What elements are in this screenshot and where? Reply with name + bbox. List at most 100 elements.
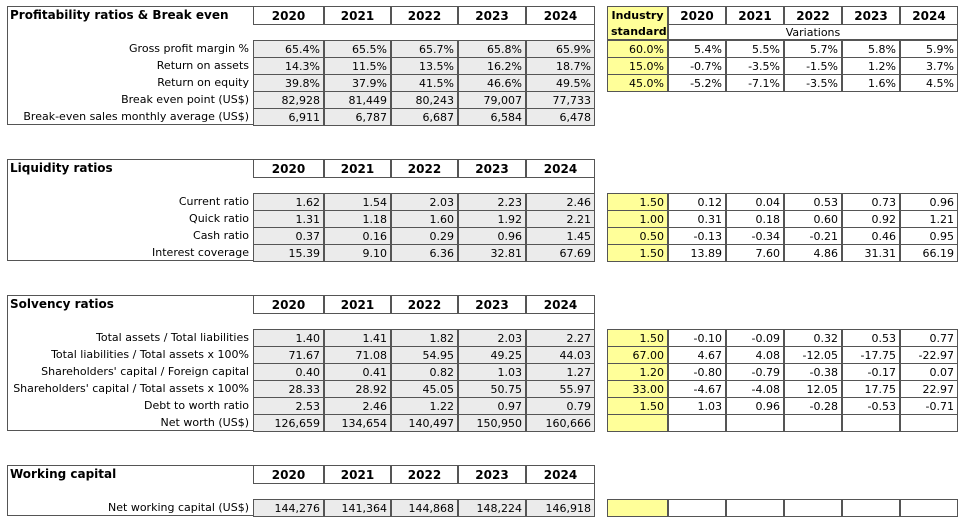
variation-cell: 0.53 xyxy=(842,329,900,347)
variation-cell: 4.86 xyxy=(784,244,842,262)
year-header: 2020 xyxy=(253,295,324,314)
value-cell: 80,243 xyxy=(391,91,458,109)
industry-header-line: standard xyxy=(611,25,667,38)
industry-standard-cell xyxy=(607,499,668,517)
variation-year-header: 2020 xyxy=(668,6,726,25)
value-cell: 0.82 xyxy=(391,363,458,381)
value-cell: 32.81 xyxy=(458,244,526,262)
variation-cell: -0.10 xyxy=(668,329,726,347)
variation-cell xyxy=(726,499,784,517)
variation-cell: -0.80 xyxy=(668,363,726,381)
variation-cell: -5.2% xyxy=(668,74,726,92)
year-header: 2024 xyxy=(526,6,595,25)
row-label: Return on assets xyxy=(156,59,249,72)
value-cell: 0.97 xyxy=(458,397,526,415)
year-header: 2022 xyxy=(391,6,458,25)
value-cell: 77,733 xyxy=(526,91,595,109)
value-cell: 49.25 xyxy=(458,346,526,364)
value-cell: 146,918 xyxy=(526,499,595,517)
value-cell: 1.62 xyxy=(253,193,324,211)
year-header: 2022 xyxy=(391,159,458,178)
variation-cell: 4.08 xyxy=(726,346,784,364)
value-cell: 6.36 xyxy=(391,244,458,262)
variation-year-header: 2022 xyxy=(784,6,842,25)
variation-cell: 5.5% xyxy=(726,40,784,58)
industry-standard-cell: 0.50 xyxy=(607,227,668,245)
value-cell: 15.39 xyxy=(253,244,324,262)
variation-cell: -22.97 xyxy=(900,346,958,364)
year-header: 2022 xyxy=(391,295,458,314)
variation-cell: -3.5% xyxy=(726,57,784,75)
value-cell: 2.46 xyxy=(526,193,595,211)
row-label: Current ratio xyxy=(178,195,249,208)
row-label: Shareholders' capital / Total assets x 1… xyxy=(13,382,249,395)
variation-cell: -0.17 xyxy=(842,363,900,381)
value-cell: 2.27 xyxy=(526,329,595,347)
value-cell: 46.6% xyxy=(458,74,526,92)
variation-cell: 0.53 xyxy=(784,193,842,211)
value-cell: 39.8% xyxy=(253,74,324,92)
value-cell: 1.41 xyxy=(324,329,391,347)
value-cell: 50.75 xyxy=(458,380,526,398)
year-header: 2023 xyxy=(458,465,526,484)
variation-cell: 0.73 xyxy=(842,193,900,211)
variation-cell: -1.5% xyxy=(784,57,842,75)
value-cell: 0.41 xyxy=(324,363,391,381)
year-header: 2021 xyxy=(324,159,391,178)
row-label: Net working capital (US$) xyxy=(108,501,249,514)
variation-cell: 5.4% xyxy=(668,40,726,58)
industry-standard-cell: 67.00 xyxy=(607,346,668,364)
year-header: 2021 xyxy=(324,6,391,25)
variation-cell: 3.7% xyxy=(900,57,958,75)
variation-cell xyxy=(900,414,958,432)
row-label: Interest coverage xyxy=(152,246,249,259)
value-cell: 6,584 xyxy=(458,108,526,126)
value-cell: 0.40 xyxy=(253,363,324,381)
variation-cell: 0.12 xyxy=(668,193,726,211)
year-header: 2024 xyxy=(526,159,595,178)
variation-cell: -7.1% xyxy=(726,74,784,92)
industry-standard-cell: 1.20 xyxy=(607,363,668,381)
value-cell: 1.22 xyxy=(391,397,458,415)
value-cell: 1.54 xyxy=(324,193,391,211)
year-header: 2024 xyxy=(526,295,595,314)
value-cell: 28.92 xyxy=(324,380,391,398)
value-cell: 0.96 xyxy=(458,227,526,245)
variation-cell: 7.60 xyxy=(726,244,784,262)
value-cell: 41.5% xyxy=(391,74,458,92)
value-cell: 49.5% xyxy=(526,74,595,92)
value-cell: 1.40 xyxy=(253,329,324,347)
industry-standard-cell: 1.50 xyxy=(607,397,668,415)
row-label: Shareholders' capital / Foreign capital xyxy=(41,365,249,378)
value-cell: 160,666 xyxy=(526,414,595,432)
value-cell: 65.7% xyxy=(391,40,458,58)
value-cell: 11.5% xyxy=(324,57,391,75)
variation-cell: 0.04 xyxy=(726,193,784,211)
variation-cell: 13.89 xyxy=(668,244,726,262)
variation-cell: 1.03 xyxy=(668,397,726,415)
value-cell: 2.46 xyxy=(324,397,391,415)
variation-cell: 5.9% xyxy=(900,40,958,58)
industry-standard-cell: 1.50 xyxy=(607,244,668,262)
value-cell: 144,868 xyxy=(391,499,458,517)
variation-cell: 0.95 xyxy=(900,227,958,245)
industry-standard-cell: 33.00 xyxy=(607,380,668,398)
variation-year-header: 2023 xyxy=(842,6,900,25)
value-cell: 144,276 xyxy=(253,499,324,517)
year-header: 2023 xyxy=(458,159,526,178)
value-cell: 6,787 xyxy=(324,108,391,126)
year-header: 2021 xyxy=(324,295,391,314)
variation-cell xyxy=(842,499,900,517)
year-header: 2020 xyxy=(253,6,324,25)
value-cell: 1.27 xyxy=(526,363,595,381)
row-label: Gross profit margin % xyxy=(129,42,249,55)
variation-cell xyxy=(842,414,900,432)
year-header: 2024 xyxy=(526,465,595,484)
value-cell: 2.03 xyxy=(458,329,526,347)
industry-header-line: Industry xyxy=(611,9,664,22)
variation-cell: 0.77 xyxy=(900,329,958,347)
row-label: Net worth (US$) xyxy=(160,416,249,429)
industry-standard-header: Industry standard xyxy=(607,6,668,40)
variation-cell: 0.60 xyxy=(784,210,842,228)
